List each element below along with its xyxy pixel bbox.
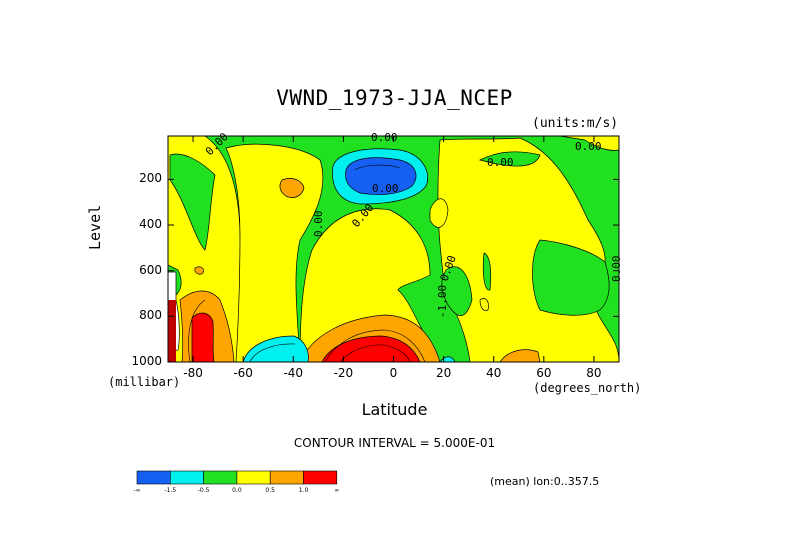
contour-region-17 <box>191 312 215 362</box>
contour-line-2 <box>354 164 401 171</box>
colorbar-label: 0.5 <box>265 487 275 494</box>
contour-interval-text: CONTOUR INTERVAL = 5.000E-01 <box>293 436 496 450</box>
x-tick-label: -80 <box>183 366 203 380</box>
colorbar-label: -1.5 <box>164 487 177 494</box>
colorbar-label: 1.0 <box>298 487 309 494</box>
x-tick-label: 80 <box>586 366 602 380</box>
x-axis-label: Latitude <box>361 400 428 419</box>
contour-label: 0.00 <box>487 156 514 169</box>
contour-line-1 <box>339 344 411 362</box>
contour-region-8 <box>479 151 541 167</box>
contour-region-6 <box>479 298 489 311</box>
contour-fills <box>168 136 619 362</box>
y-tick-label: 800 <box>139 308 162 323</box>
x-tick-label: 40 <box>486 366 502 380</box>
x-tick-label: 0 <box>389 366 398 380</box>
x-tick-label: 60 <box>536 366 552 380</box>
y-tick-label: 400 <box>139 217 162 232</box>
x-tick-label: -60 <box>233 366 253 380</box>
colorbar-swatch <box>269 470 304 485</box>
colorbar-swatch <box>136 470 171 485</box>
contour-region-16 <box>194 266 204 275</box>
colorbar-swatch <box>236 470 271 485</box>
contour-label: 0.00 <box>610 256 623 283</box>
colorbar-label: ∞ <box>334 487 340 494</box>
colorbar-label: 0.0 <box>232 487 242 494</box>
contour-region-12 <box>279 178 305 198</box>
colorbar-swatch <box>170 470 204 485</box>
x-units-label: (degrees_north) <box>533 381 642 395</box>
x-tick-label: -40 <box>283 366 304 380</box>
y-axis-label: Level <box>86 204 104 250</box>
colorbar-label: -∞ <box>133 487 141 494</box>
x-tick-label: 20 <box>435 366 452 380</box>
colorbar-label: -0.5 <box>197 487 210 494</box>
contour-line-4 <box>249 343 296 362</box>
contour-label-layer: 0.000.000.000.00 0.000.00-1.000.000.000.0… <box>203 130 623 318</box>
contour-line-0 <box>324 329 426 362</box>
colorbar-swatch <box>203 470 238 485</box>
y-units-label: (millibar) <box>108 375 181 389</box>
contour-region-9 <box>441 266 473 316</box>
units-label: (units:m/s) <box>532 116 619 131</box>
y-tick-label: 1000 <box>131 354 162 368</box>
contour-region-15 <box>499 349 541 362</box>
colorbar-swatch <box>303 470 338 485</box>
contour-line-3 <box>188 299 206 362</box>
y-tick-label: 600 <box>139 262 162 277</box>
mean-longitude-text: (mean) lon:0..357.5 <box>490 475 600 488</box>
contour-label: 0.00 <box>372 182 399 195</box>
chart-title: VWND_1973-JJA_NCEP <box>276 86 513 110</box>
axis-ticks <box>168 136 619 363</box>
contour-region-7 <box>169 153 216 251</box>
contour-region-19 <box>242 335 309 362</box>
contour-region-10 <box>482 252 492 291</box>
contour-label: 0.00 <box>371 131 398 144</box>
x-tick-label: -20 <box>333 366 354 380</box>
y-tick-label: 200 <box>139 171 162 186</box>
contour-region-1 <box>225 143 324 362</box>
contour-label: 0.00 <box>575 140 602 153</box>
contour-region-5 <box>429 198 449 228</box>
contour-label: -1.00 <box>436 285 449 318</box>
colorbar <box>136 470 338 485</box>
contour-region-11 <box>532 239 610 316</box>
contour-region-edge <box>168 300 176 362</box>
contour-label: 0.00 <box>312 211 325 238</box>
